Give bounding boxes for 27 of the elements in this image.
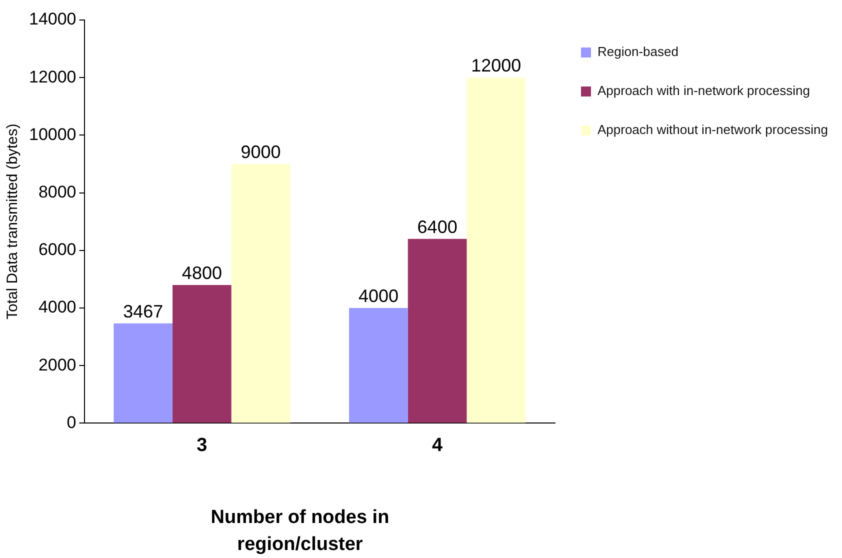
y-tick-label: 4000: [38, 298, 76, 317]
data-label: 4000: [358, 286, 398, 306]
y-tick-label: 10000: [28, 124, 76, 144]
x-tick-label: 3: [196, 434, 208, 456]
data-label: 12000: [471, 56, 522, 76]
legend-label: Approach with in-network processing: [597, 83, 810, 98]
bar: [114, 323, 173, 423]
y-tick-label: 12000: [28, 67, 76, 86]
y-tick-label: 0: [66, 412, 76, 432]
data-label: 4800: [182, 262, 222, 283]
data-label: 3467: [123, 301, 164, 322]
bar: [408, 238, 467, 423]
bar: [466, 78, 526, 423]
legend-label: Region-based: [597, 44, 678, 60]
data-label: 6400: [417, 216, 458, 237]
bar: [231, 164, 290, 423]
legend-label: Approach without in-network processing: [597, 122, 828, 138]
y-tick-label: 6000: [38, 240, 76, 260]
x-axis-title: Number of nodes in region/cluster: [210, 506, 390, 557]
x-tick-label: 4: [432, 434, 444, 456]
y-tick-label: 8000: [38, 182, 76, 202]
y-tick-label: 14000: [28, 10, 76, 29]
data-label: 9000: [240, 142, 281, 162]
y-axis-title: Total Data transmitted (bytes): [4, 124, 22, 320]
bar: [349, 308, 408, 423]
y-tick-label: 2000: [38, 355, 76, 374]
bar: [172, 284, 232, 423]
